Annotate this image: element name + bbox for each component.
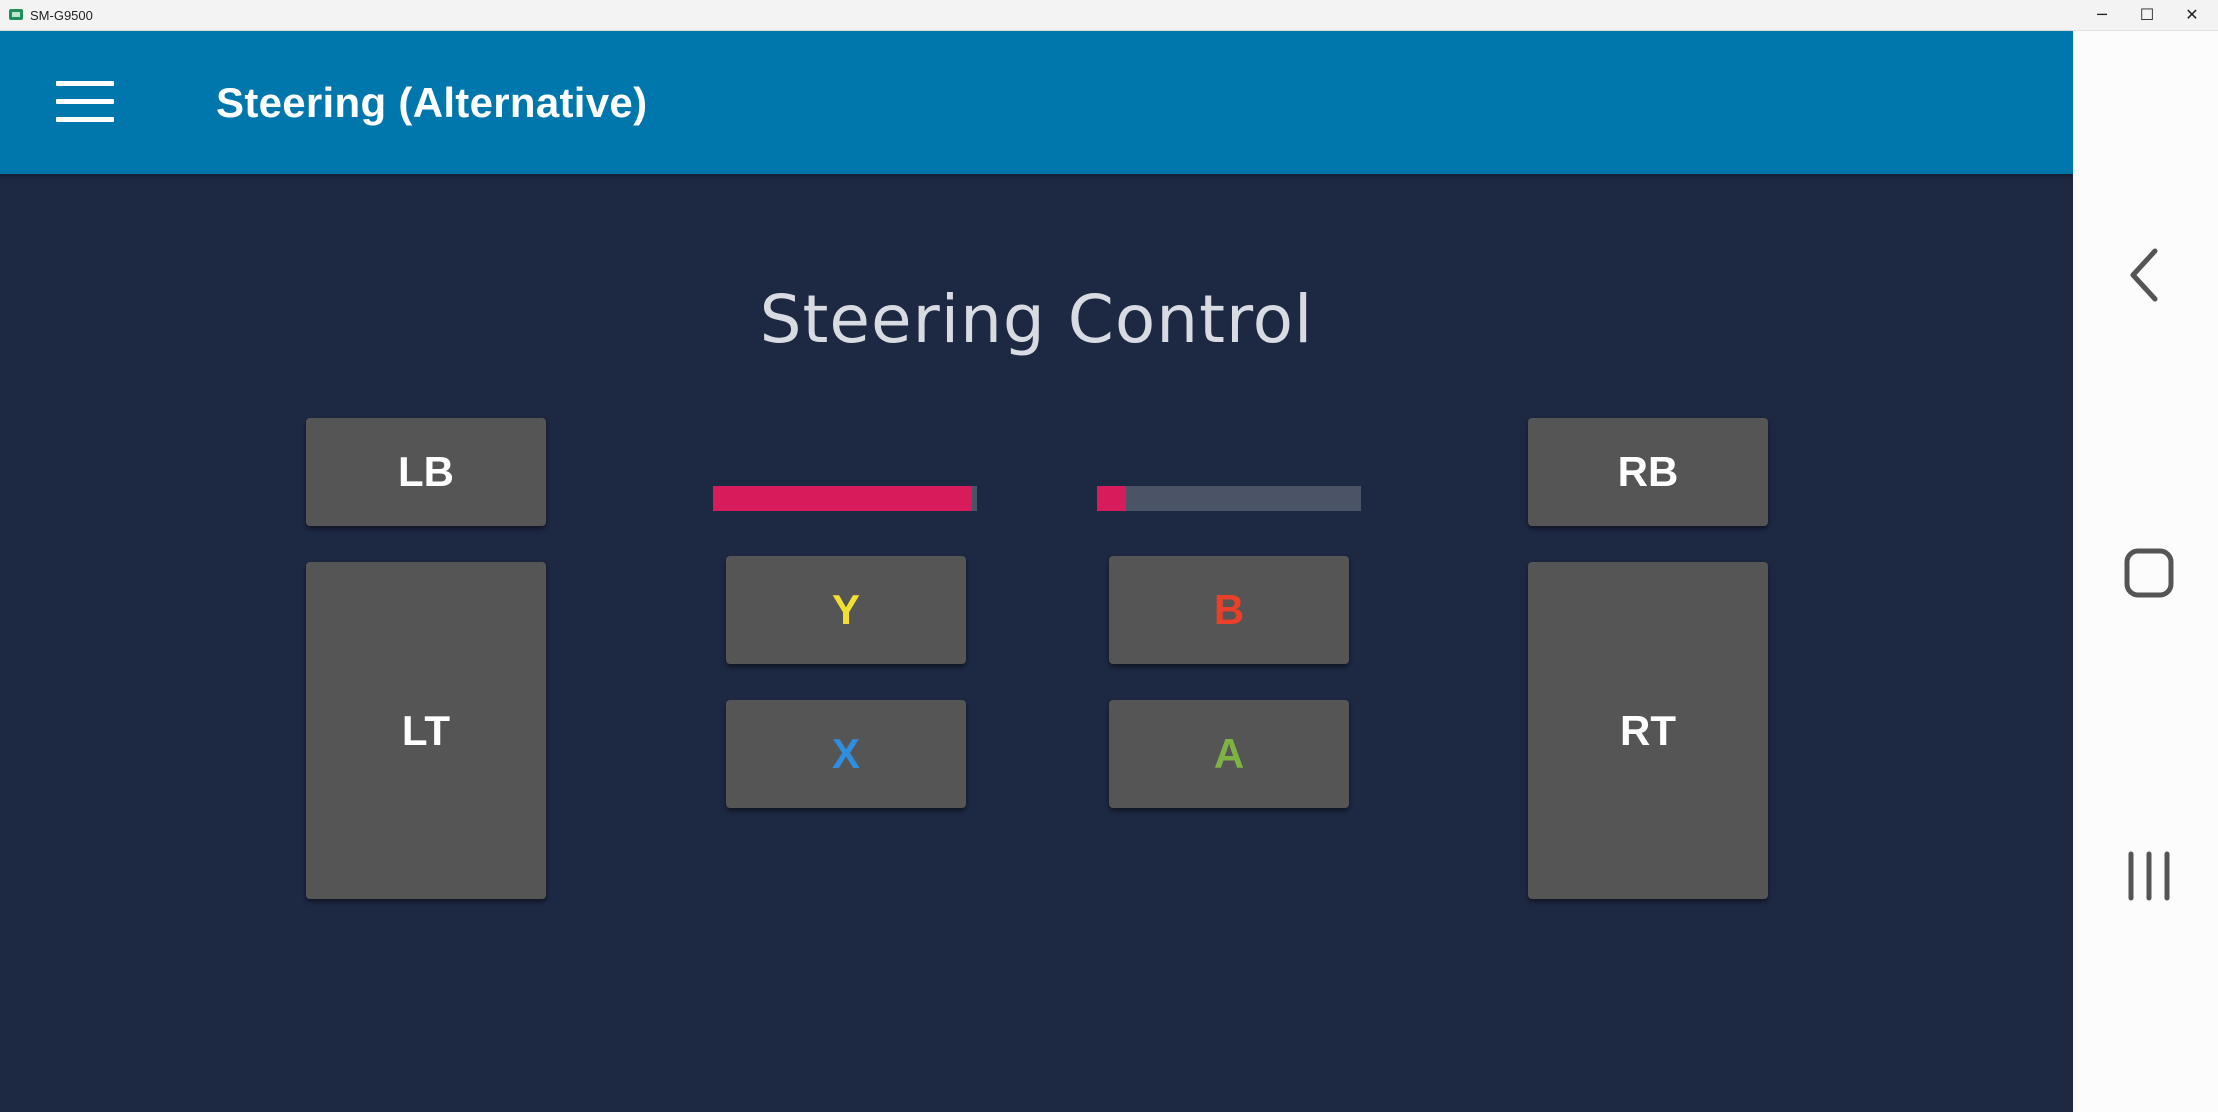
right-steering-bar bbox=[1097, 486, 1361, 511]
window-minimize-button[interactable]: ─ bbox=[2097, 5, 2107, 24]
lt-button[interactable]: LT bbox=[306, 562, 546, 899]
android-nav-bar bbox=[2073, 31, 2218, 1112]
a-button[interactable]: A bbox=[1109, 700, 1349, 808]
x-button[interactable]: X bbox=[726, 700, 966, 808]
lb-button[interactable]: LB bbox=[306, 418, 546, 526]
recents-lines-icon[interactable] bbox=[2073, 827, 2218, 927]
b-button[interactable]: B bbox=[1109, 556, 1349, 664]
hamburger-menu-icon[interactable] bbox=[56, 81, 114, 123]
rt-button[interactable]: RT bbox=[1528, 562, 1768, 899]
window-close-button[interactable]: ✕ bbox=[2185, 5, 2199, 24]
rb-button[interactable]: RB bbox=[1528, 418, 1768, 526]
window-maximize-button[interactable]: ☐ bbox=[2139, 5, 2155, 24]
home-square-icon[interactable] bbox=[2073, 525, 2218, 625]
window-titlebar: SM-G9500 ─ ☐ ✕ bbox=[0, 0, 2218, 31]
page-title: Steering (Alternative) bbox=[216, 79, 648, 126]
app-window-icon bbox=[9, 9, 23, 20]
y-button[interactable]: Y bbox=[726, 556, 966, 664]
window-title: SM-G9500 bbox=[30, 8, 93, 23]
left-steering-bar bbox=[713, 486, 977, 511]
steering-control-heading: Steering Control bbox=[759, 281, 1314, 358]
app-screen: Steering (Alternative) Steering Control … bbox=[0, 31, 2073, 1112]
right-steering-bar-fill bbox=[1097, 486, 1127, 511]
app-bar: Steering (Alternative) bbox=[0, 31, 2073, 174]
left-steering-bar-fill bbox=[713, 486, 972, 511]
back-chevron-icon[interactable] bbox=[2073, 223, 2218, 323]
